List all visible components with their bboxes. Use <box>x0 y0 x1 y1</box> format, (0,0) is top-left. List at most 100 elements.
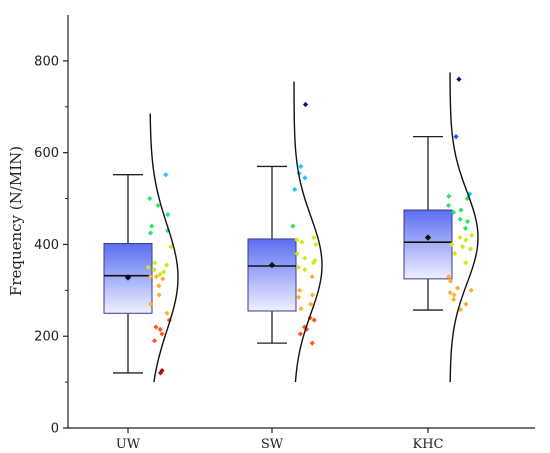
distribution-curve <box>293 81 323 383</box>
data-point <box>307 315 313 321</box>
data-point <box>161 269 167 275</box>
box-group-khc <box>403 72 479 383</box>
data-point <box>296 287 303 293</box>
data-point <box>302 175 308 181</box>
data-point <box>299 239 305 245</box>
data-point <box>458 207 464 213</box>
data-point <box>457 216 463 222</box>
data-point <box>155 202 161 209</box>
data-point <box>147 195 153 202</box>
data-point <box>308 301 314 307</box>
box-iqr <box>247 238 297 312</box>
data-point <box>163 262 170 268</box>
data-point <box>166 317 172 323</box>
data-point <box>313 241 319 248</box>
data-point <box>447 290 453 296</box>
data-point <box>311 234 317 241</box>
data-point <box>452 251 458 257</box>
x-tick-label-uw: UW <box>116 437 141 452</box>
data-point <box>295 264 302 270</box>
data-point <box>309 292 316 298</box>
data-point <box>467 246 474 252</box>
data-point <box>294 251 300 257</box>
data-point <box>157 370 164 376</box>
data-point <box>457 234 463 241</box>
data-point <box>451 292 457 298</box>
data-point <box>165 212 171 218</box>
data-point <box>157 271 163 277</box>
data-point <box>145 264 151 270</box>
plot-area <box>103 72 479 383</box>
data-point <box>292 186 298 192</box>
data-point <box>296 294 302 300</box>
x-tick-label-sw: SW <box>261 437 284 452</box>
data-point <box>153 324 159 330</box>
box-iqr <box>403 209 453 280</box>
data-point <box>450 209 457 215</box>
data-point <box>159 331 165 337</box>
data-point <box>297 331 304 337</box>
data-point <box>298 306 304 312</box>
axes: 0 200 400 600 800 UW SW KHC <box>34 15 535 452</box>
data-point <box>460 244 466 250</box>
data-point <box>449 241 455 248</box>
data-point <box>156 292 162 298</box>
data-point <box>160 276 166 282</box>
data-point <box>302 267 308 273</box>
y-tick-label: 400 <box>34 238 59 253</box>
data-point <box>302 255 308 261</box>
data-point <box>463 301 469 307</box>
data-point <box>463 237 469 243</box>
y-axis-title: Frequency (N/MIN) <box>7 146 25 296</box>
data-point <box>464 218 471 225</box>
scatter-points <box>445 76 475 313</box>
data-point <box>463 260 469 266</box>
box-group-uw <box>103 113 179 383</box>
y-tick-label: 0 <box>51 422 59 437</box>
data-point <box>447 278 454 284</box>
x-tick-label-khc: KHC <box>413 437 444 452</box>
distribution-curve <box>449 72 479 383</box>
scatter-points <box>145 172 174 376</box>
data-point <box>456 76 462 82</box>
data-point <box>469 232 475 238</box>
data-point <box>147 273 154 280</box>
data-point <box>309 340 315 346</box>
data-point <box>294 237 300 243</box>
data-point <box>148 301 154 307</box>
data-point <box>451 296 457 303</box>
data-point <box>304 326 310 332</box>
data-point <box>462 225 469 231</box>
data-point <box>298 163 304 170</box>
data-point <box>163 172 169 178</box>
data-point <box>310 260 317 266</box>
distribution-curve <box>149 113 179 383</box>
data-point <box>159 368 165 374</box>
y-tick-label: 600 <box>34 146 59 161</box>
data-point <box>153 273 160 280</box>
data-point <box>290 223 296 229</box>
data-point <box>156 283 162 289</box>
data-point <box>309 273 315 280</box>
mean-marker <box>268 261 276 269</box>
data-point <box>454 285 461 291</box>
data-point <box>311 317 317 323</box>
y-tick-label: 200 <box>34 330 59 345</box>
data-point <box>151 267 157 273</box>
data-point <box>164 310 170 316</box>
data-point <box>445 202 452 209</box>
data-point <box>453 134 459 140</box>
data-point <box>468 287 474 293</box>
data-point <box>151 338 158 344</box>
data-point <box>302 101 309 108</box>
data-point <box>152 260 158 266</box>
data-point <box>446 273 452 280</box>
box-group-sw <box>247 81 323 383</box>
data-point <box>157 326 163 332</box>
data-point <box>446 193 452 199</box>
data-point <box>147 230 154 236</box>
mean-marker <box>424 234 432 241</box>
mean-marker <box>124 274 132 281</box>
data-point <box>149 223 155 229</box>
